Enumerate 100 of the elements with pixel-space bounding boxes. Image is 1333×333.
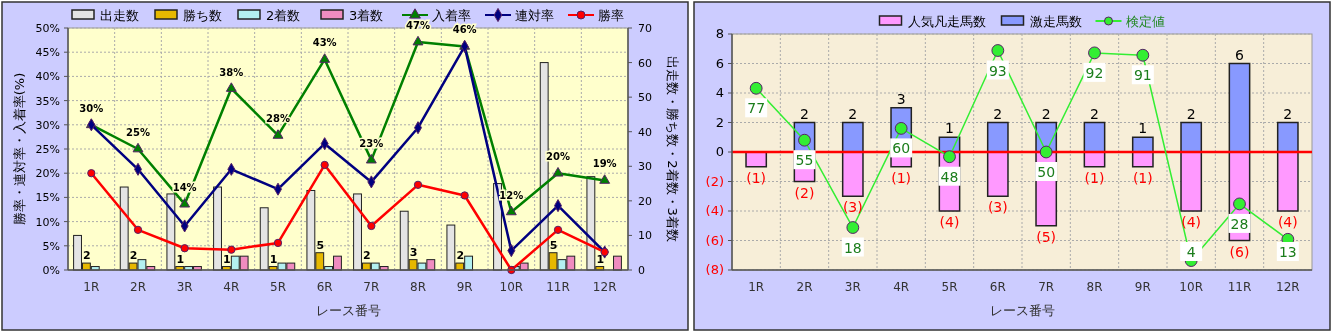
legend-label: 出走数 [100, 8, 139, 23]
legend-label: 人気凡走馬数 [907, 14, 986, 29]
y2-tick-label: 40 [638, 125, 652, 139]
data-label: 92 [1085, 64, 1104, 81]
x-tick-label: 4R [223, 280, 240, 294]
data-label: 48 [940, 168, 959, 185]
data-label: 1 [269, 252, 278, 266]
data-label: 6 [1235, 46, 1245, 63]
data-label: 2 [129, 249, 138, 263]
x-tick-label: 12R [592, 280, 617, 294]
x-tick-label: 1R [748, 280, 765, 294]
data-label: 93 [988, 62, 1007, 79]
x-tick-label: 12R [1276, 280, 1300, 294]
x-tick-label: 10R [499, 280, 524, 294]
y-tick-label: 4 [715, 85, 724, 100]
y-tick-label: 15% [35, 191, 60, 205]
legend-label: 連対率 [515, 8, 554, 23]
y2-axis-title: 出走数・勝ち数・2着数・3着数 [665, 56, 680, 242]
data-label: (1) [1132, 169, 1153, 186]
data-label: (5) [1036, 228, 1057, 245]
data-label: 19% [592, 158, 617, 170]
data-label: 1 [1138, 120, 1148, 137]
data-label: 25% [126, 127, 150, 138]
y-tick-label: 0 [715, 144, 724, 159]
data-label: 47% [406, 20, 430, 32]
data-label: (4) [1181, 214, 1202, 230]
data-label: 2 [83, 249, 91, 263]
data-label: (3) [987, 199, 1008, 216]
x-tick-label: 2R [130, 280, 146, 294]
data-label: (1) [746, 169, 767, 186]
data-label: 4 [1186, 244, 1196, 260]
data-label: 5 [549, 238, 558, 252]
data-label: 3 [896, 90, 906, 107]
x-tick-label: 5R [941, 280, 958, 294]
data-label: 38% [219, 66, 244, 78]
legend-label: 2着数 [266, 8, 301, 23]
x-tick-label: 10R [1179, 280, 1203, 294]
legend-label: 勝率 [598, 8, 624, 23]
data-label: (2) [794, 184, 815, 201]
y-tick-label: 35% [35, 94, 60, 108]
data-label: 2 [1041, 105, 1051, 122]
y-tick-label: 25% [35, 143, 60, 156]
x-tick-label: 7R [363, 280, 380, 294]
data-label: 5 [316, 238, 325, 252]
data-label: 3 [409, 245, 418, 259]
y2-tick-label: 60 [638, 56, 652, 70]
x-tick-label: 3R [176, 280, 193, 294]
data-label: 43% [312, 37, 337, 49]
data-label: 46% [452, 24, 477, 36]
data-label: 30% [79, 102, 104, 114]
x-tick-label: 1R [83, 280, 100, 294]
data-label: 2 [1186, 105, 1196, 122]
data-label: 2 [800, 105, 809, 122]
y2-tick-label: 70 [638, 22, 652, 35]
data-label: (3) [842, 199, 863, 216]
y-axis-title: 勝率・連対率・入着率(%) [12, 72, 27, 226]
x-tick-label: 6R [316, 280, 333, 294]
data-label: 2 [363, 249, 371, 263]
y-tick-label: 45% [35, 46, 60, 60]
legend-label: 勝ち数 [183, 8, 222, 23]
y2-tick-label: 30 [638, 160, 652, 174]
data-label: (1) [891, 169, 912, 186]
data-label: 28 [1230, 215, 1249, 232]
data-label: 2 [993, 105, 1003, 122]
y-tick-label: 10% [35, 215, 60, 229]
data-label: 2 [1283, 105, 1293, 122]
y-tick-label: 5% [42, 239, 60, 253]
data-label: 1 [223, 252, 231, 266]
x-tick-label: 9R [1134, 280, 1151, 294]
legend-label: 激走馬数 [1029, 14, 1082, 29]
y-tick-label: 30% [35, 118, 60, 132]
y-tick-label: 2 [715, 114, 724, 130]
legend-label: 検定値 [1125, 14, 1165, 29]
y-tick-label: 8 [715, 26, 724, 41]
y-tick-label: 20% [35, 167, 60, 181]
x-tick-label: 7R [1038, 280, 1055, 294]
y2-tick-label: 20 [638, 194, 652, 208]
x-tick-label: 5R [270, 280, 286, 294]
legend-label: 3着数 [349, 8, 384, 23]
data-label: 1 [596, 252, 605, 266]
y-tick-label: (6) [705, 232, 724, 248]
y-tick-label: 0% [42, 264, 60, 277]
x-tick-label: 8R [1086, 280, 1103, 294]
y-tick-label: (4) [705, 203, 724, 218]
data-label: (4) [939, 214, 960, 230]
data-label: 60 [892, 140, 911, 157]
y-tick-label: 6 [715, 55, 724, 71]
data-label: (4) [1277, 214, 1298, 230]
x-tick-label: 9R [456, 280, 473, 294]
y-tick-label: (2) [705, 173, 724, 189]
data-label: 1 [176, 252, 185, 266]
y-tick-label: 40% [35, 70, 60, 84]
y-tick-label: 50% [35, 22, 60, 35]
data-label: 50 [1037, 164, 1056, 180]
x-tick-label: 11R [546, 280, 570, 294]
data-label: 2 [456, 249, 465, 263]
x-tick-label: 2R [796, 280, 813, 294]
x-tick-label: 6R [989, 280, 1006, 294]
data-label: 13 [1278, 244, 1297, 260]
x-tick-label: 3R [844, 280, 861, 294]
